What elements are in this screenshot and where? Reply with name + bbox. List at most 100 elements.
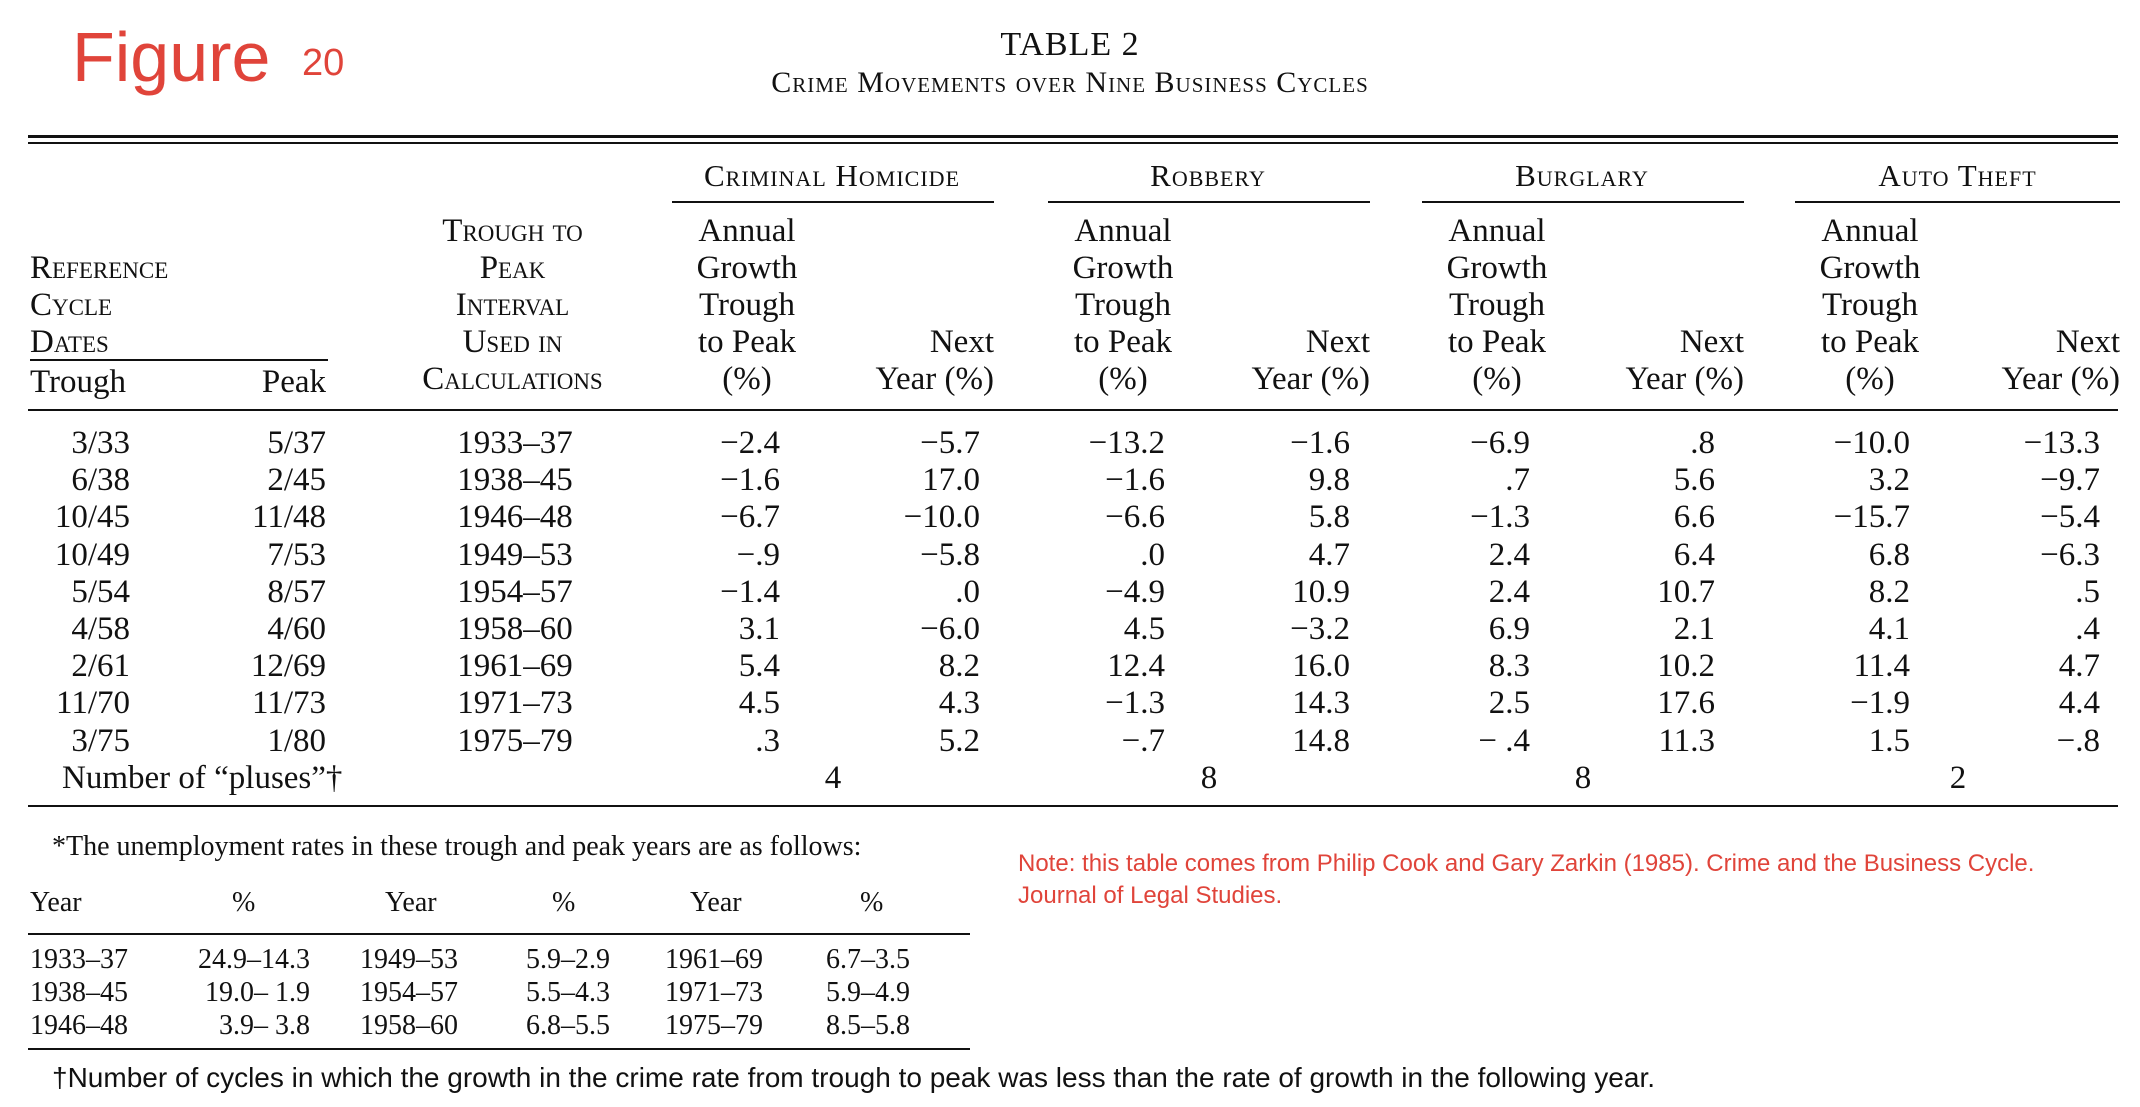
unemp-rate-cell: 24.9–14.3: [198, 944, 310, 975]
peak-cell: 1/80: [267, 723, 326, 759]
value-cell: −15.7: [1833, 499, 1910, 535]
group-header-burglary: Burglary: [1515, 158, 1649, 193]
value-cell: −1.6: [720, 462, 780, 498]
trough-header: Trough: [30, 364, 126, 400]
group-rule-homicide: [672, 201, 994, 203]
interval-header: Trough to Peak Interval Used in Calculat…: [422, 213, 603, 397]
unemp-rate-cell: 19.0– 1.9: [205, 977, 310, 1008]
value-cell: 1.5: [1868, 723, 1910, 759]
value-cell: .8: [1690, 425, 1715, 461]
unemp-year-cell: 1946–48: [30, 1010, 128, 1041]
next-year-header-burglary: Next Year (%): [1625, 324, 1744, 397]
next-year-header-auto-theft: Next Year (%): [2001, 324, 2120, 397]
value-cell: 3.1: [738, 611, 780, 647]
annual-growth-header-robbery: Annual Growth Trough to Peak (%): [1072, 213, 1174, 397]
value-cell: −.7: [1121, 723, 1165, 759]
unemp-year-cell: 1971–73: [665, 977, 763, 1008]
value-cell: −.8: [2056, 723, 2100, 759]
trough-cell: 3/75: [71, 723, 130, 759]
value-cell: −6.3: [2040, 537, 2100, 573]
value-cell: .7: [1505, 462, 1530, 498]
value-cell: 9.8: [1308, 462, 1350, 498]
value-cell: 10.9: [1292, 574, 1350, 610]
peak-cell: 8/57: [267, 574, 326, 610]
interval-cell: 1961–69: [457, 648, 573, 684]
annual-growth-header-auto-theft: Annual Growth Trough to Peak (%): [1819, 213, 1921, 397]
unemp-pct-header-2: %: [552, 887, 576, 918]
pluses-auto-theft: 2: [1949, 760, 1967, 796]
trough-cell: 10/45: [54, 499, 130, 535]
interval-cell: 1971–73: [457, 685, 573, 721]
annual-growth-header-burglary: Annual Growth Trough to Peak (%): [1446, 213, 1548, 397]
value-cell: −1.3: [1470, 499, 1530, 535]
value-cell: 14.3: [1292, 685, 1350, 721]
value-cell: −10.0: [903, 499, 980, 535]
value-cell: 6.4: [1673, 537, 1715, 573]
value-cell: −6.7: [720, 499, 780, 535]
value-cell: 3.2: [1868, 462, 1910, 498]
value-cell: 17.0: [922, 462, 980, 498]
value-cell: 6.9: [1488, 611, 1530, 647]
value-cell: −6.6: [1105, 499, 1165, 535]
unemp-year-cell: 1949–53: [360, 944, 458, 975]
value-cell: 5.4: [738, 648, 780, 684]
value-cell: −1.3: [1105, 685, 1165, 721]
value-cell: −1.6: [1290, 425, 1350, 461]
interval-cell: 1949–53: [457, 537, 573, 573]
group-rule-burglary: [1422, 201, 1744, 203]
value-cell: 4.3: [938, 685, 980, 721]
value-cell: 10.2: [1657, 648, 1715, 684]
trough-cell: 4/58: [71, 611, 130, 647]
trough-cell: 2/61: [71, 648, 130, 684]
value-cell: −5.8: [920, 537, 980, 573]
trough-cell: 5/54: [71, 574, 130, 610]
source-note: Note: this table comes from Philip Cook …: [1018, 850, 2035, 909]
pluses-burglary: 8: [1574, 760, 1592, 796]
value-cell: 4.1: [1868, 611, 1910, 647]
value-cell: 8.2: [1868, 574, 1910, 610]
unemp-year-cell: 1961–69: [665, 944, 763, 975]
value-cell: 4.7: [2058, 648, 2100, 684]
peak-cell: 12/69: [250, 648, 326, 684]
value-cell: 2.5: [1488, 685, 1530, 721]
value-cell: 11.4: [1853, 648, 1910, 684]
figure-number: 20: [302, 42, 345, 84]
value-cell: 4.7: [1308, 537, 1350, 573]
peak-cell: 5/37: [267, 425, 326, 461]
unemp-bottom-rule: [28, 1048, 970, 1050]
unemp-year-cell: 1933–37: [30, 944, 128, 975]
next-year-header-robbery: Next Year (%): [1251, 324, 1370, 397]
value-cell: 6.6: [1673, 499, 1715, 535]
value-cell: 4.4: [2058, 685, 2100, 721]
value-cell: .3: [755, 723, 780, 759]
value-cell: 4.5: [1123, 611, 1165, 647]
trough-cell: 10/49: [54, 537, 130, 573]
value-cell: .5: [2075, 574, 2100, 610]
value-cell: 4.5: [738, 685, 780, 721]
value-cell: −5.4: [2040, 499, 2100, 535]
peak-header: Peak: [261, 364, 326, 400]
interval-cell: 1954–57: [457, 574, 573, 610]
group-rule-robbery: [1048, 201, 1370, 203]
top-rule-1: [28, 135, 2118, 138]
unemp-header-rule: [28, 933, 970, 935]
unemp-year-cell: 1975–79: [665, 1010, 763, 1041]
value-cell: 2.1: [1673, 611, 1715, 647]
interval-cell: 1933–37: [457, 425, 573, 461]
unemp-rate-cell: 5.5–4.3: [526, 977, 610, 1008]
interval-cell: 1938–45: [457, 462, 573, 498]
annual-growth-header-homicide: Annual Growth Trough to Peak (%): [696, 213, 798, 397]
value-cell: 5.2: [938, 723, 980, 759]
group-header-auto-theft: Auto Theft: [1878, 158, 2037, 193]
value-cell: .0: [955, 574, 980, 610]
header-bottom-rule: [28, 409, 2118, 411]
interval-cell: 1946–48: [457, 499, 573, 535]
value-cell: 11.3: [1658, 723, 1715, 759]
next-year-header-homicide: Next Year (%): [875, 324, 994, 397]
unemp-year-header-1: Year: [30, 887, 82, 918]
table-title: TABLE 2: [1000, 26, 1140, 63]
interval-cell: 1958–60: [457, 611, 573, 647]
trough-cell: 11/70: [56, 685, 130, 721]
table-subtitle: Crime Movements over Nine Business Cycle…: [771, 66, 1369, 99]
unemp-pct-header-1: %: [232, 887, 256, 918]
